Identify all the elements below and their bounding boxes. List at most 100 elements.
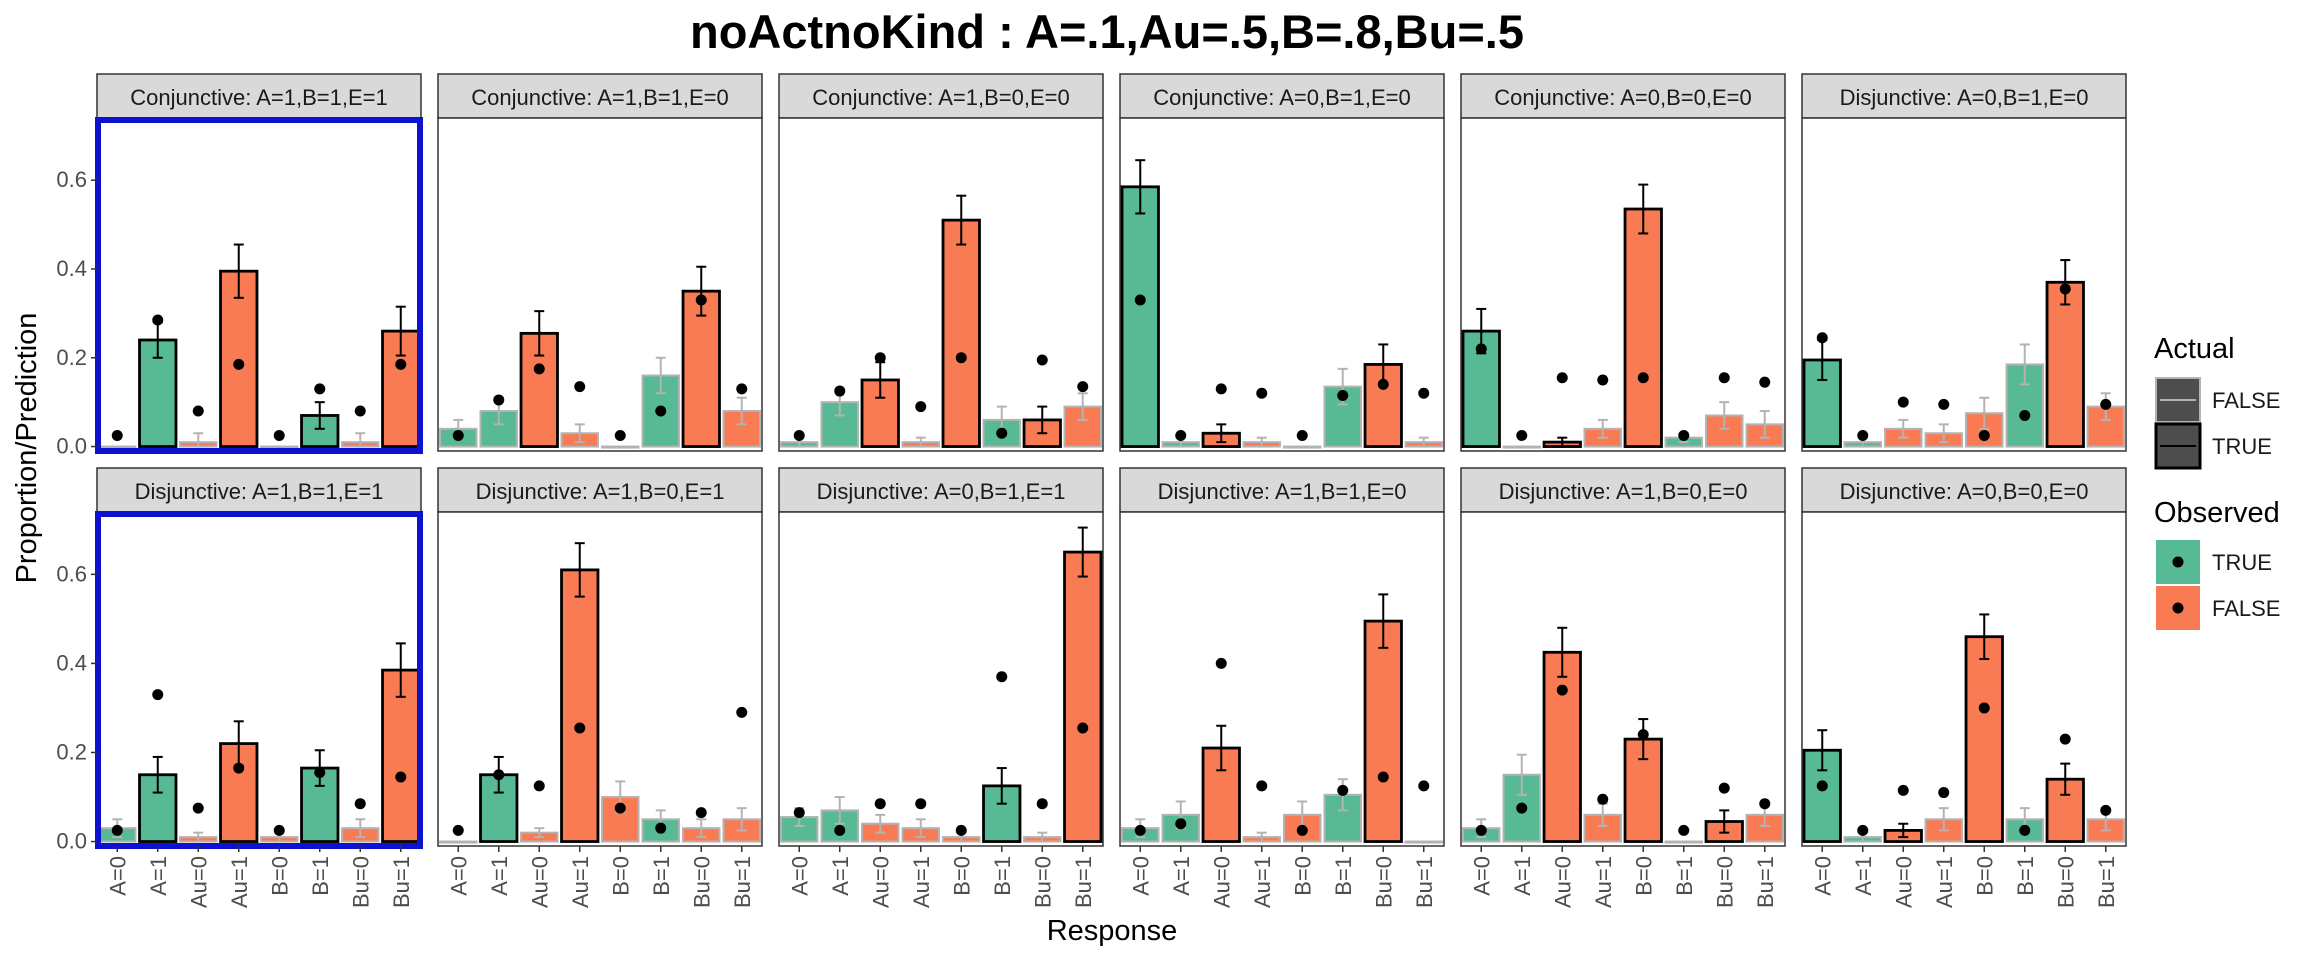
legend-observed-false-label: FALSE — [2212, 596, 2280, 621]
prediction-point — [452, 824, 464, 836]
x-tick-label: A=0 — [105, 856, 130, 896]
prediction-point — [1556, 684, 1568, 696]
bar — [1542, 650, 1582, 843]
x-tick-label: B=1 — [2013, 856, 2038, 896]
prediction-point — [1475, 824, 1487, 836]
prediction-point — [1897, 784, 1909, 796]
prediction-point — [1637, 729, 1649, 741]
bar — [1283, 445, 1322, 449]
error-bar — [1938, 423, 1949, 444]
error-bar — [314, 401, 325, 430]
error-bar — [655, 356, 666, 395]
error-bar — [736, 396, 747, 426]
facet-strip-label: Disjunctive: A=1,B=0,E=0 — [1499, 479, 1748, 504]
error-bar — [696, 818, 707, 839]
bar — [1120, 185, 1160, 448]
facet-strip — [96, 467, 422, 513]
error-bar — [736, 807, 747, 832]
x-tick-label: Bu=1 — [1412, 856, 1437, 908]
legend-actual-false-key — [2155, 377, 2201, 423]
prediction-point — [354, 405, 366, 417]
prediction-point — [996, 427, 1008, 439]
facet-panel: Disjunctive: A=1,B=0,E=0 A=0 A=1 Au=0 Au=1 B=… — [1460, 467, 1786, 908]
prediction-point — [1175, 429, 1187, 441]
facet-strip-label: Disjunctive: A=1,B=1,E=0 — [1158, 479, 1407, 504]
error-bar — [915, 436, 926, 448]
facet-strip — [437, 73, 763, 119]
error-bar — [956, 194, 967, 246]
facet-strip — [778, 467, 1104, 513]
facet-strip — [1460, 467, 1786, 513]
facet-strip-label: Disjunctive: A=0,B=1,E=1 — [817, 479, 1066, 504]
legend-actual-title: Actual — [2154, 333, 2235, 365]
x-tick-label: Au=1 — [227, 856, 252, 908]
prediction-point — [1816, 780, 1828, 792]
prediction-point — [614, 802, 626, 814]
error-bar — [2060, 762, 2071, 796]
prediction-point — [233, 358, 245, 370]
bar — [941, 218, 981, 448]
facet-panel: Conjunctive: A=0,B=1,E=0 — [1119, 73, 1445, 452]
error-bar — [233, 243, 244, 299]
x-tick-label: Au=1 — [1591, 856, 1616, 908]
error-bar — [996, 767, 1007, 805]
x-tick-label: A=1 — [487, 856, 512, 896]
prediction-point — [655, 822, 667, 834]
chart-title: noActnoKind : A=.1,Au=.5,B=.8,Bu=.5 — [690, 5, 1524, 58]
prediction-point — [996, 671, 1008, 683]
prediction-point — [314, 767, 326, 779]
prediction-point — [1296, 429, 1308, 441]
x-tick-label: Au=0 — [1550, 856, 1575, 908]
prediction-point — [2059, 283, 2071, 295]
facet-strip-label: Disjunctive: A=1,B=0,E=1 — [476, 479, 725, 504]
legend-observed-true-label: TRUE — [2212, 550, 2272, 575]
x-tick-label: B=0 — [1290, 856, 1315, 896]
x-tick-label: A=0 — [1810, 856, 1835, 896]
bar — [1063, 550, 1103, 843]
error-bar — [1077, 392, 1088, 421]
facet-strip-label: Disjunctive: A=0,B=0,E=0 — [1840, 479, 2089, 504]
error-bar — [1256, 436, 1267, 448]
facet-panel: Conjunctive: A=1,B=1,E=1 0.0 0.2 0.4 0.6 — [56, 73, 423, 459]
y-tick-label: 0.6 — [56, 561, 87, 586]
prediction-point — [1718, 372, 1730, 384]
facet-strip-label: Conjunctive: A=1,B=1,E=0 — [471, 85, 728, 110]
prediction-point — [1759, 376, 1771, 388]
panel-background — [1460, 117, 1786, 452]
prediction-point — [1857, 429, 1869, 441]
prediction-point — [111, 824, 123, 836]
prediction-point — [233, 762, 245, 774]
prediction-point — [2100, 398, 2112, 410]
prediction-point — [1759, 798, 1771, 810]
error-bar — [1557, 436, 1568, 448]
facet-panel: Conjunctive: A=1,B=0,E=0 — [778, 73, 1104, 452]
y-tick-label: 0.4 — [56, 256, 87, 281]
bar — [560, 568, 600, 843]
x-tick-label: Au=0 — [186, 856, 211, 908]
prediction-point — [574, 381, 586, 393]
facet-panel: Conjunctive: A=1,B=1,E=0 — [437, 73, 763, 452]
error-bar — [574, 542, 585, 598]
x-tick-label: Au=1 — [1932, 856, 1957, 908]
prediction-point — [273, 429, 285, 441]
error-bar — [1135, 159, 1146, 215]
error-bar — [1597, 418, 1608, 439]
prediction-point — [955, 352, 967, 364]
x-tick-label: B=1 — [308, 856, 333, 896]
facet-strip-label: Disjunctive: A=0,B=1,E=0 — [1840, 85, 2089, 110]
prediction-point — [1857, 824, 1869, 836]
error-bar — [1979, 396, 1990, 430]
bar — [1623, 207, 1663, 448]
prediction-point — [1556, 372, 1568, 384]
prediction-point — [1175, 818, 1187, 830]
x-tick-label: A=1 — [1169, 856, 1194, 896]
facet-strip — [1801, 73, 2127, 119]
prediction-point — [1077, 381, 1089, 393]
x-tick-label: Bu=0 — [348, 856, 373, 908]
x-axis-title: Response — [1047, 915, 1178, 947]
facet-strip — [778, 73, 1104, 119]
prediction-point — [1597, 793, 1609, 805]
legend-actual-true-label: TRUE — [2212, 434, 2272, 459]
prediction-point — [152, 689, 164, 701]
error-bar — [1037, 831, 1048, 843]
